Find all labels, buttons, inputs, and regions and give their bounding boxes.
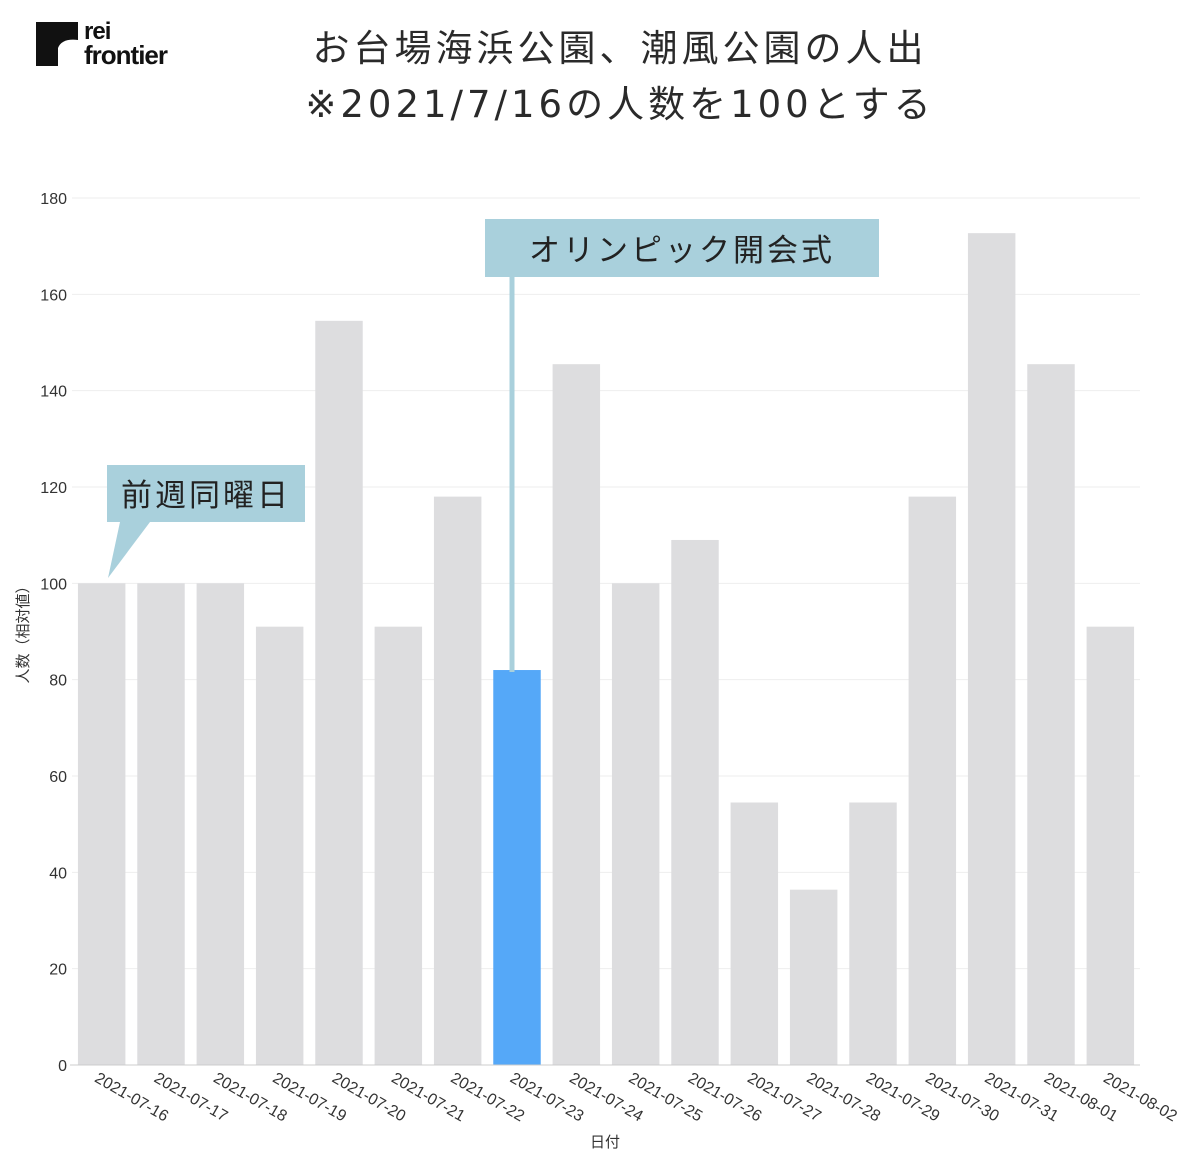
bar xyxy=(611,583,660,1065)
bar xyxy=(1027,364,1075,1065)
chart-title: お台場海浜公園、潮風公園の人出 xyxy=(312,27,928,70)
y-axis-ticks: 0 20 40 60 80 100 120 140 160 180 xyxy=(40,191,67,1075)
week-ago-callout-box xyxy=(107,465,305,522)
chart-subtitle: ※2021/7/16の人数を100とする xyxy=(305,83,935,126)
logo-text-rei: rei xyxy=(84,18,111,45)
y-tick-label: 80 xyxy=(49,673,67,690)
bar xyxy=(196,583,245,1065)
week-ago-callout-pointer xyxy=(108,522,150,578)
bar xyxy=(1086,626,1135,1065)
y-axis-label: 人数（相対値） xyxy=(14,578,32,683)
x-axis-ticks: 2021-07-162021-07-172021-07-182021-07-19… xyxy=(92,1070,1180,1126)
y-tick-label: 0 xyxy=(58,1058,67,1075)
opening-callout-box xyxy=(485,219,879,277)
logo: rei frontier xyxy=(36,18,186,70)
logo-mark-icon xyxy=(36,22,78,66)
bar xyxy=(315,320,363,1065)
bar xyxy=(908,496,957,1066)
bar xyxy=(552,364,601,1065)
y-tick-label: 180 xyxy=(40,191,67,208)
y-tick-label: 20 xyxy=(49,962,67,979)
bar xyxy=(433,496,482,1066)
y-tick-label: 60 xyxy=(49,769,67,786)
bar xyxy=(730,802,779,1065)
y-tick-label: 120 xyxy=(40,480,67,497)
opening-callout: オリンピック開会式 xyxy=(485,219,879,672)
week-ago-callout-text: 前週同曜日 xyxy=(121,478,291,514)
bar xyxy=(77,583,126,1065)
bar xyxy=(849,802,897,1065)
bar xyxy=(137,583,185,1065)
bar xyxy=(789,889,838,1065)
bar xyxy=(374,626,423,1065)
y-tick-label: 140 xyxy=(40,384,67,401)
week-ago-callout: 前週同曜日 xyxy=(107,465,305,578)
grid-lines xyxy=(72,197,1140,970)
y-tick-label: 100 xyxy=(40,576,67,593)
bar xyxy=(493,670,541,1065)
y-tick-label: 40 xyxy=(49,865,67,882)
x-axis-label: 日付 xyxy=(590,1133,620,1151)
bar xyxy=(671,539,719,1065)
y-tick-label: 160 xyxy=(40,287,67,304)
bar xyxy=(255,626,304,1065)
opening-callout-text: オリンピック開会式 xyxy=(529,233,835,269)
bar xyxy=(967,233,1016,1065)
logo-text-frontier: frontier xyxy=(84,40,168,70)
bars xyxy=(77,233,1135,1066)
